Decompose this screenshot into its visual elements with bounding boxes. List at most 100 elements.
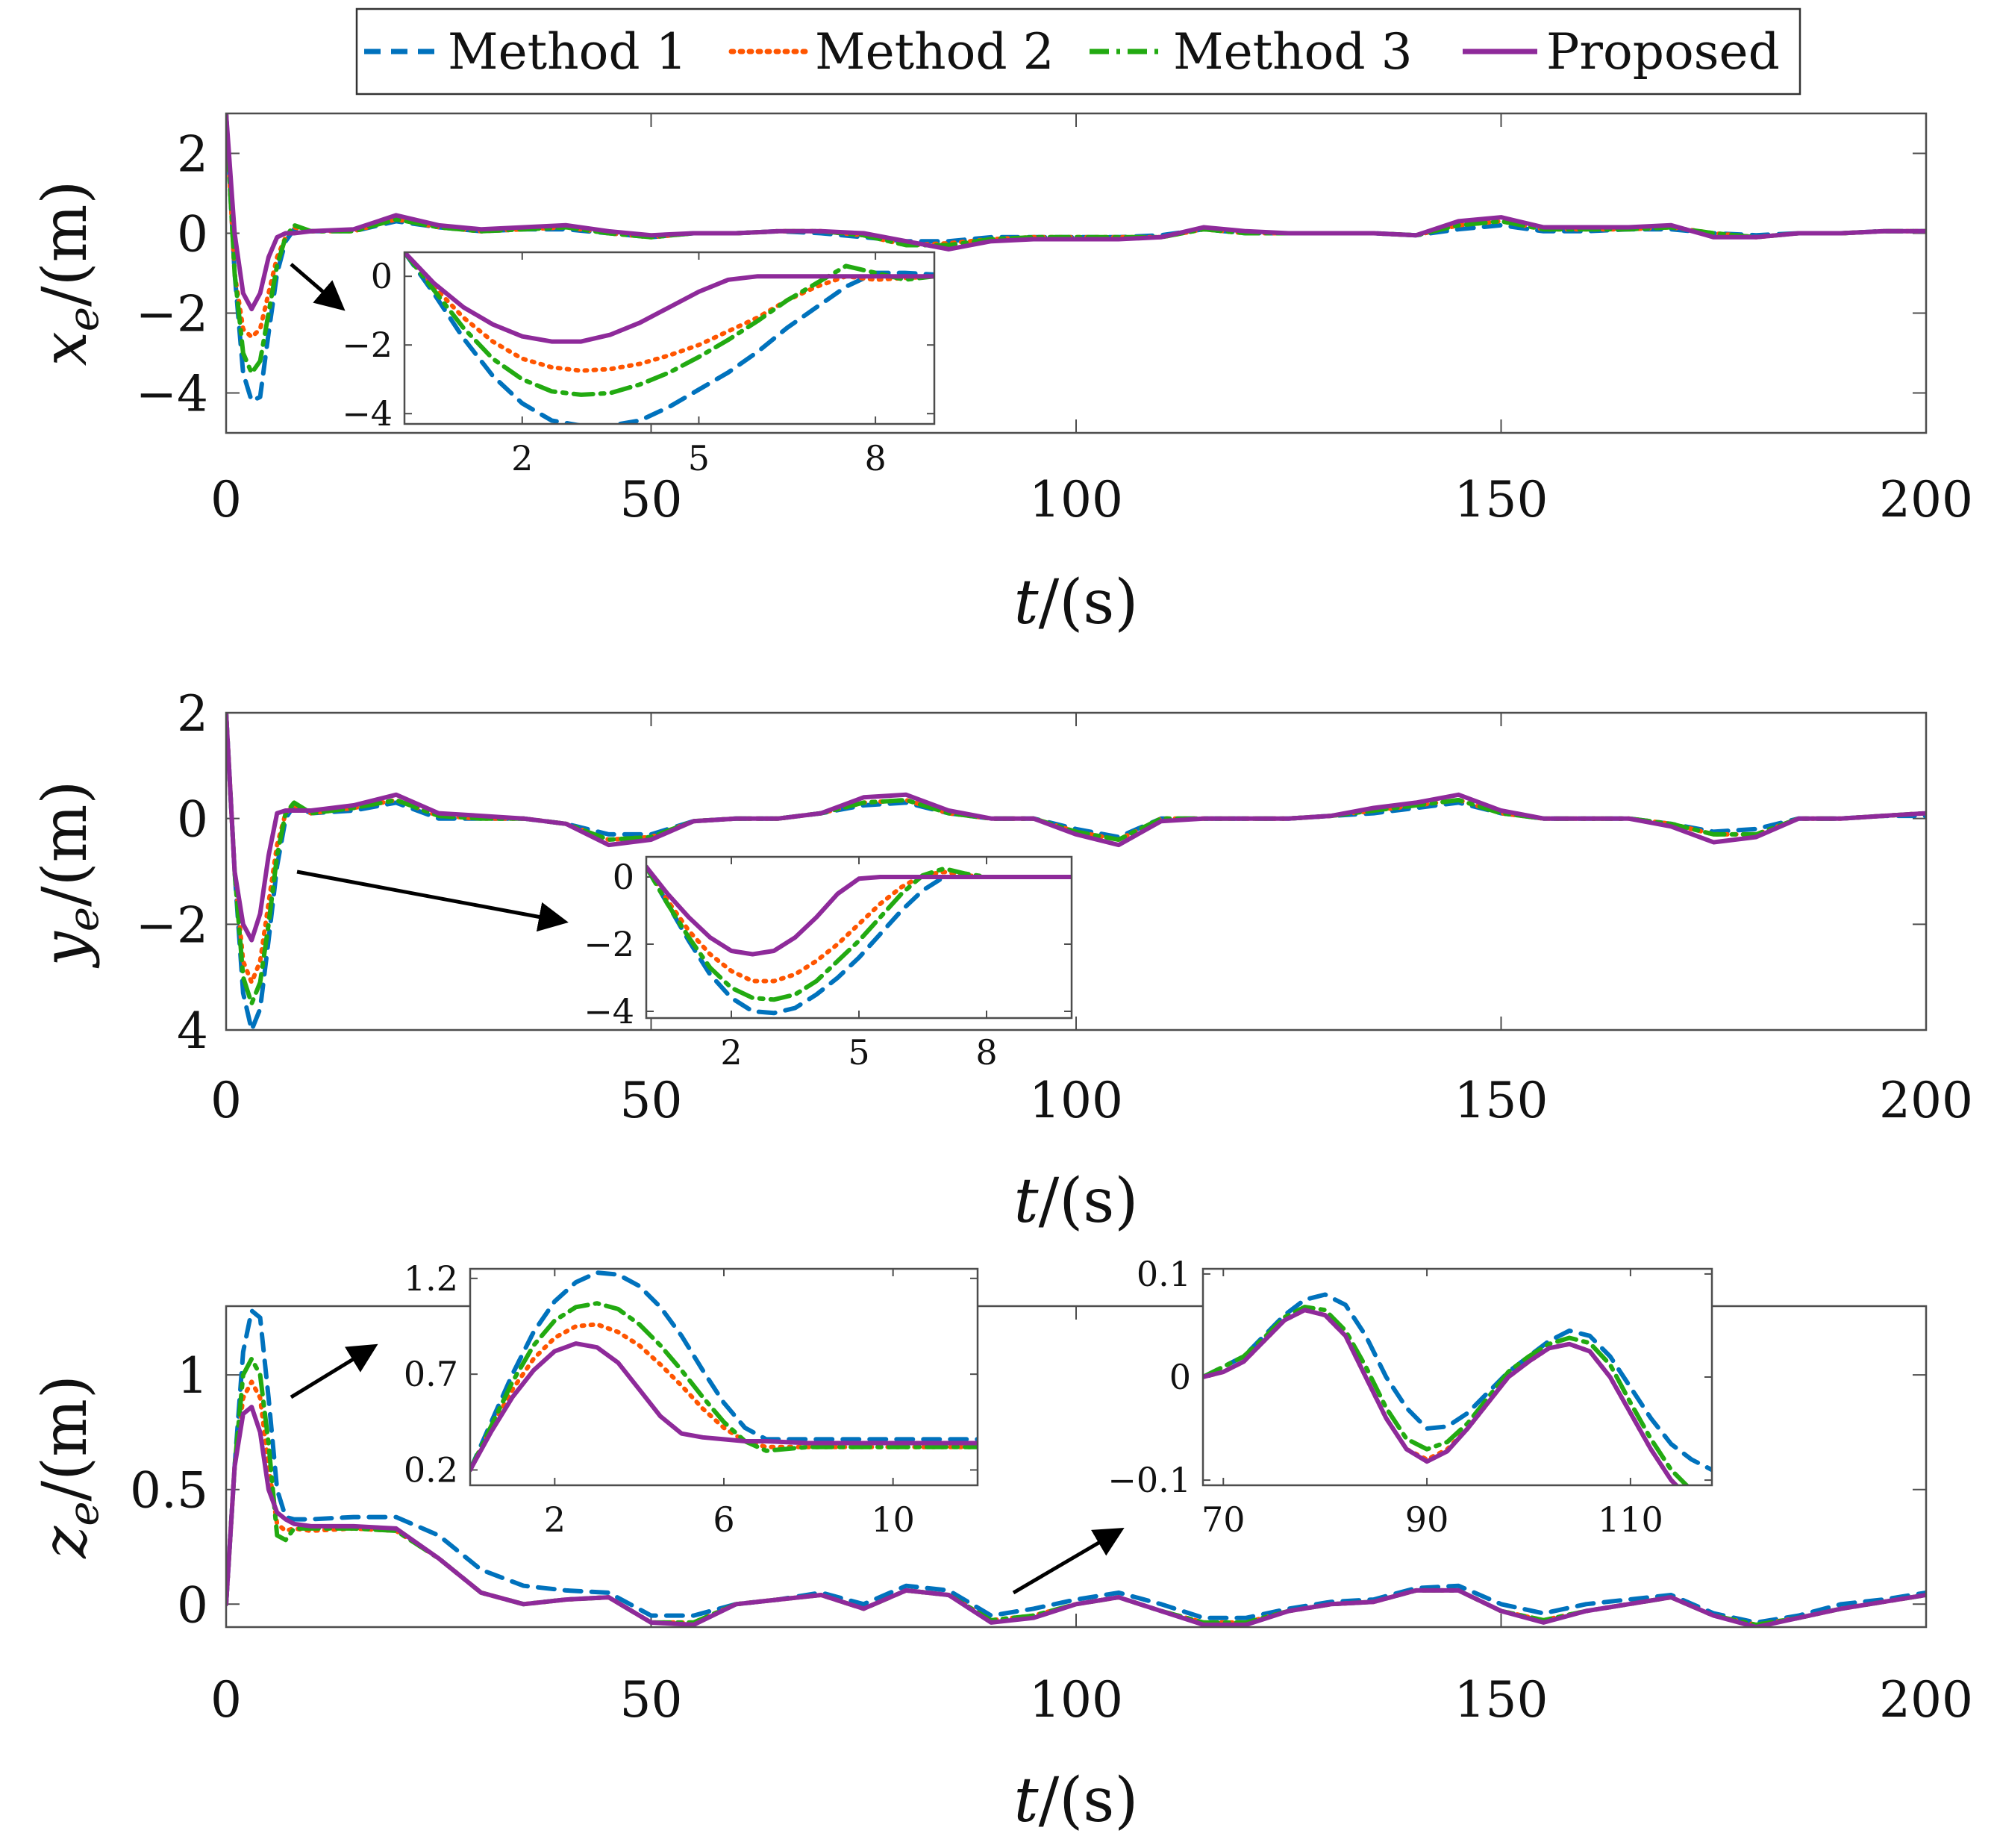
ze-xlabel: t/(s) (1014, 1765, 1139, 1836)
ze-inset2-series-method-3 (1203, 1305, 1690, 1485)
ye-main-xtick-label: 50 (620, 1072, 683, 1129)
ye-ylabel-sub: e (60, 907, 108, 931)
panel-ye: 0 50 100 150 200 2 0 −2 4 t/(s) ye/(m) 2 5 8 0 −2 −4 (30, 685, 1973, 1237)
ze-inset2-arrow (1012, 1527, 1125, 1595)
ye-inset-ytick-label: −4 (584, 991, 634, 1031)
ze-inset-series-method-1 (470, 1270, 978, 1473)
inset-arrows (290, 263, 1125, 1595)
ze-main-series-method-1 (226, 1308, 1926, 1625)
ye-main-series-proposed (226, 713, 1926, 943)
legend-label-method-2: Method 2 (815, 23, 1054, 81)
xe-main-ytick-label: 2 (177, 126, 208, 184)
ye-main-xtick-label: 100 (1029, 1072, 1123, 1129)
ye-main-xtick-label: 150 (1454, 1072, 1548, 1129)
ze-inset2-series-method-1 (1203, 1292, 1712, 1473)
xe-ylabel: xe/(m) (30, 181, 108, 366)
xe-main-series-proposed (226, 113, 1926, 312)
ze-main-xtick-label: 200 (1879, 1671, 1973, 1729)
ye-main-xtick-label: 200 (1879, 1072, 1973, 1129)
ze-xlabel-var: t (1014, 1765, 1040, 1836)
xe-inset-series-proposed (404, 252, 934, 344)
ye-main-series-method-1 (226, 713, 1926, 1030)
ye-main-ytick-label: 0 (177, 791, 208, 849)
ze-inset-xtick-label: 2 (544, 1499, 566, 1540)
ze-inset1-arrow (290, 1343, 378, 1399)
ye-inset-xtick-label: 8 (975, 1032, 997, 1073)
xe-ylabel-unit: /(m) (30, 181, 101, 307)
ze-ylabel-sub: e (60, 1502, 108, 1526)
ye-ylabel-var: y (30, 930, 101, 969)
ye-inset-xtick-label: 2 (720, 1032, 742, 1073)
ye-inset-xtick-label: 5 (848, 1032, 869, 1073)
ze-main-ytick-label: 1 (177, 1347, 208, 1405)
ze-inset2-background (1203, 1269, 1712, 1485)
ye-main-ytick-label: −2 (136, 896, 208, 954)
xe-inset-xtick-label: 5 (688, 438, 710, 478)
ze-inset-ytick-label: 0.7 (404, 1354, 458, 1394)
ye-ylabel: ye/(m) (30, 781, 108, 970)
panel-ze: 0 50 100 150 200 1 0.5 0 t/(s) ze/(m) 2 6 10 1.2 0.7 0.… (30, 1254, 1973, 1836)
ye-inset-series-method-2 (646, 864, 1072, 984)
ze-ylabel-unit: /(m) (30, 1375, 101, 1501)
ze-axes-box (225, 1305, 1928, 1629)
xe-xlabel-var: t (1014, 567, 1040, 638)
ye-inset: 2 5 8 0 −2 −4 (584, 855, 1073, 1073)
xe-main-xtick-label: 50 (620, 471, 683, 528)
xe-main-xtick-label: 0 (210, 471, 242, 528)
xe-inset-ytick-label: −4 (342, 393, 393, 434)
ze-xlabel-unit: /(s) (1039, 1765, 1139, 1836)
panel-xe: 0 50 100 150 200 2 0 −2 −4 t/(s) xe/(m) 2 5 8 0 −2 −4 (30, 112, 1973, 638)
xe-main-xtick-label: 200 (1879, 471, 1973, 528)
xe-inset: 2 5 8 0 −2 −4 (342, 251, 936, 478)
xe-ylabel-var: x (30, 331, 101, 366)
xe-inset-series-method-1 (404, 252, 934, 424)
legend: Method 1 Method 2 Method 3 Proposed (355, 7, 1801, 96)
ze-inset2-xtick-label: 90 (1405, 1499, 1449, 1540)
ze-ylabel: ze/(m) (30, 1375, 108, 1559)
xe-xlabel: t/(s) (1014, 567, 1139, 638)
legend-label-proposed: Proposed (1546, 23, 1780, 81)
ze-inset-background (470, 1269, 978, 1485)
ye-inset-series-method-1 (646, 864, 1072, 1016)
ze-main-ytick-label: 0 (177, 1576, 208, 1634)
xe-inset-arrow (290, 263, 346, 311)
legend-label-method-3: Method 3 (1173, 23, 1413, 81)
ze-inset2: 70 90 110 0.1 0 −0.1 (1107, 1254, 1713, 1540)
legend-box (355, 7, 1801, 96)
ze-inset-xtick-label: 10 (871, 1499, 915, 1540)
ye-inset-series-proposed (646, 864, 1072, 957)
ze-inset2-ytick-label: 0 (1169, 1357, 1191, 1397)
ye-inset-background (646, 857, 1072, 1018)
xe-inset-ytick-label: 0 (371, 256, 393, 296)
legend-label-method-1: Method 1 (448, 23, 687, 81)
xe-inset-xtick-label: 8 (864, 438, 886, 478)
ze-inset2-ytick-label: 0.1 (1137, 1254, 1191, 1294)
ye-main-ytick-label: 4 (177, 1002, 208, 1060)
xe-ylabel-sub: e (60, 307, 108, 331)
ze-inset2-series-proposed (1203, 1308, 1680, 1485)
xe-inset-xtick-label: 2 (511, 438, 533, 478)
xe-main-ytick-label: −2 (136, 286, 208, 343)
xe-inset-background (404, 252, 934, 424)
ye-main-ytick-label: 2 (177, 685, 208, 743)
ze-main-ytick-label: 0.5 (130, 1462, 208, 1520)
ye-main-series-method-3 (226, 713, 1926, 1006)
ze-inset-series-proposed (470, 1341, 978, 1473)
ye-main-series-method-2 (226, 713, 1926, 985)
ze-main-xtick-label: 150 (1454, 1671, 1548, 1729)
ye-inset-arrow (296, 870, 569, 932)
ze-inset-box (469, 1267, 979, 1487)
xe-main-ytick-label: 0 (177, 206, 208, 263)
xe-xlabel-unit: /(s) (1039, 567, 1139, 638)
ze-inset-series-method-3 (470, 1301, 978, 1473)
ye-inset-box (645, 855, 1073, 1020)
xe-main-xtick-label: 100 (1029, 471, 1123, 528)
ze-inset2-xtick-label: 70 (1201, 1499, 1246, 1540)
ye-main-xtick-label: 0 (210, 1072, 242, 1129)
ze-main-xtick-label: 0 (210, 1671, 242, 1729)
ze-inset2-box (1201, 1267, 1713, 1487)
ze-main-xtick-label: 100 (1029, 1671, 1123, 1729)
xe-inset-series-method-3 (404, 252, 934, 397)
ze-inset-ytick-label: 1.2 (404, 1258, 458, 1299)
